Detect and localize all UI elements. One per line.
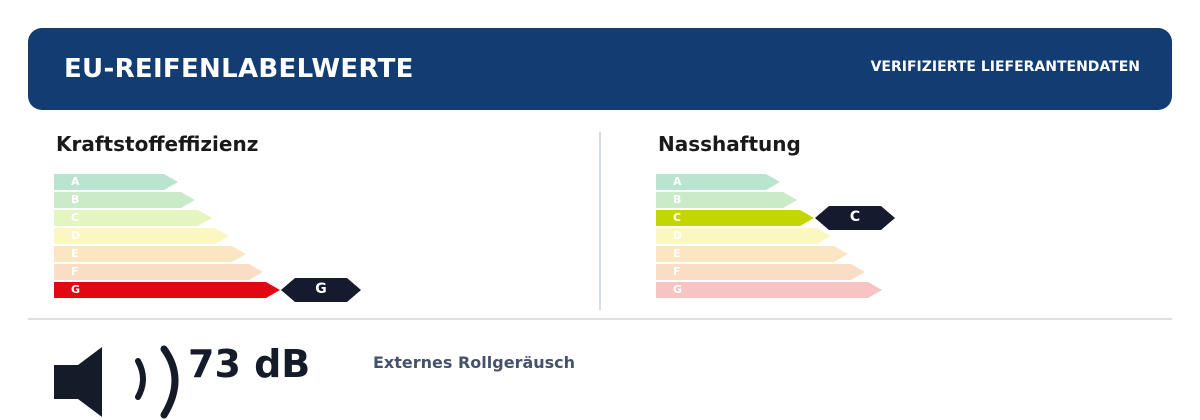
sound-wave-small (135, 358, 146, 400)
wet-grade-letter-a: A (673, 175, 682, 188)
fuel-grade-letter-f: F (71, 265, 79, 278)
noise-value: 73 dB (188, 342, 311, 386)
wet-grade-bar-f: F (656, 264, 865, 280)
wet-grade-bar-b: B (656, 192, 797, 208)
header-banner: EU-REIFENLABELWERTE VERIFIZIERTE LIEFERA… (28, 28, 1172, 110)
fuel-grade-bar-f: F (54, 264, 263, 280)
wet-selected-grade-label: C (849, 209, 861, 225)
wet-grade-letter-f: F (673, 265, 681, 278)
fuel-grade-bar-c: C (54, 210, 212, 226)
fuel-grade-bar-d: D (54, 228, 229, 244)
fuel-grade-bar-b: B (54, 192, 195, 208)
wet-grade-letter-c: C (673, 211, 682, 224)
fuel-grade-letter-a: A (71, 175, 80, 188)
wet-grade-letter-d: D (673, 229, 683, 242)
wet-grade-letter-b: B (673, 193, 682, 206)
speaker-body-shape (54, 347, 102, 417)
wet-grade-bar-c: C (656, 210, 814, 226)
wet-grade-letter-e: E (673, 247, 681, 260)
wet-selected-grade-indicator: C (815, 206, 895, 230)
fuel-grade-letter-d: D (71, 229, 81, 242)
fuel-grade-bar-e: E (54, 246, 246, 262)
fuel-selected-grade-label: G (315, 281, 327, 297)
wet-grade-bar-d: D (656, 228, 831, 244)
noise-label: Externes Rollgeräusch (373, 353, 576, 372)
horizontal-divider (28, 318, 1172, 320)
fuel-grade-bar-a: A (54, 174, 178, 190)
page-title: EU-REIFENLABELWERTE (64, 54, 414, 84)
section-divider (599, 132, 601, 310)
fuel-selected-grade-indicator: G (281, 278, 361, 302)
wet-grade-bar-a: A (656, 174, 780, 190)
wet-grip-title: Nasshaftung (658, 132, 801, 156)
fuel-grade-letter-g: G (71, 283, 81, 296)
wet-grade-bar-g: G (656, 282, 882, 298)
fuel-grade-letter-c: C (71, 211, 80, 224)
fuel-grade-letter-b: B (71, 193, 80, 206)
speaker-icon (54, 345, 179, 419)
wet-grade-letter-g: G (673, 283, 683, 296)
verified-badge: VERIFIZIERTE LIEFERANTENDATEN (870, 59, 1140, 75)
fuel-efficiency-title: Kraftstoffeffizienz (56, 132, 259, 156)
fuel-grade-letter-e: E (71, 247, 79, 260)
wet-grade-bar-e: E (656, 246, 848, 262)
fuel-grade-bar-g: G (54, 282, 280, 298)
sound-wave-large (160, 345, 179, 419)
